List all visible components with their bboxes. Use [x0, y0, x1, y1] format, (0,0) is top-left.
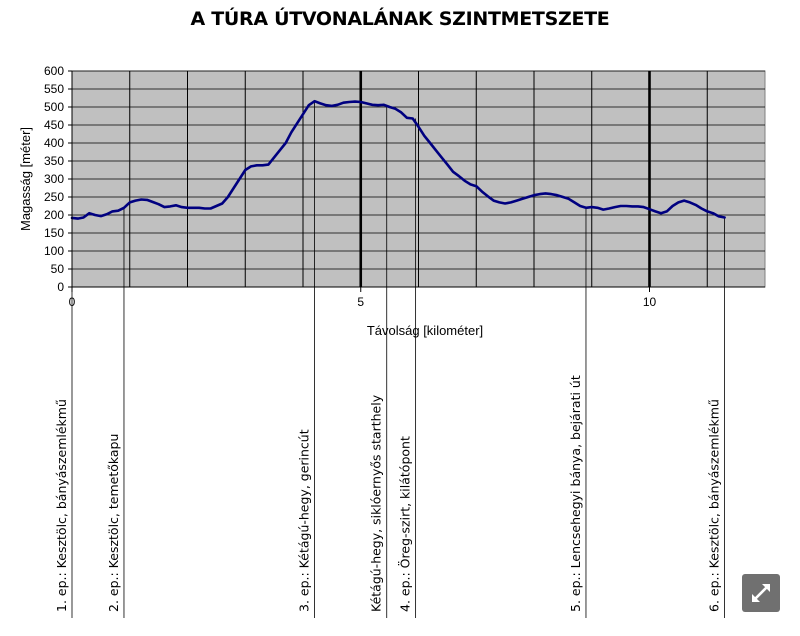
y-tick-label: 100 [44, 244, 64, 258]
y-tick-label: 250 [44, 190, 64, 204]
y-tick-label: 550 [44, 82, 64, 96]
y-tick-label: 450 [44, 118, 64, 132]
annotation-label: 3. ep.: Kétágú-hegy, gerincút [297, 429, 312, 612]
chart-title: A TÚRA ÚTVONALÁNAK SZINTMETSZETE [190, 8, 610, 30]
annotation-label: 2. ep.: Kesztölc, temetőkapu [106, 434, 121, 612]
y-tick-label: 500 [44, 100, 64, 114]
annotation-label: Kétágú-hegy, siklóernyős starthely [369, 394, 384, 612]
y-tick-label: 600 [44, 64, 64, 78]
y-tick-label: 150 [44, 226, 64, 240]
y-axis-title: Magasság [méter] [18, 127, 33, 231]
y-tick-label: 400 [44, 136, 64, 150]
x-axis-title: Távolság [kilométer] [367, 323, 483, 338]
y-tick-label: 200 [44, 208, 64, 222]
annotation-labels: 1. ep.: Kesztölc, bányászemlékmű 2. ep.: … [54, 375, 722, 612]
y-tick-label: 50 [51, 262, 65, 276]
x-tick-label: 10 [643, 295, 657, 309]
y-tick-label: 300 [44, 172, 64, 186]
annotation-label: 5. ep.: Lencsehegyi bánya, bejárati út [568, 375, 583, 612]
x-tick-label: 5 [357, 295, 364, 309]
annotation-label: 1. ep.: Kesztölc, bányászemlékmű [54, 399, 69, 612]
annotation-label: 6. ep.: Kesztölc, bányászemlékmű [707, 399, 722, 612]
elevation-series-line [70, 99, 726, 220]
y-tick-label: 0 [57, 280, 64, 294]
x-tick-label: 0 [69, 295, 76, 309]
y-tick-label: 350 [44, 154, 64, 168]
expand-button[interactable] [742, 574, 780, 612]
annotation-label: 4. ep.: Öreg-szirt, kilátópont [397, 436, 413, 612]
x-tick-labels: 0 5 10 [69, 287, 657, 309]
y-tick-labels: 0 50 100 150 200 250 300 350 400 450 500 550 600 [44, 64, 72, 294]
annotation-lines [71, 101, 725, 618]
gridlines [72, 70, 765, 287]
expand-arrows-icon [752, 584, 770, 602]
